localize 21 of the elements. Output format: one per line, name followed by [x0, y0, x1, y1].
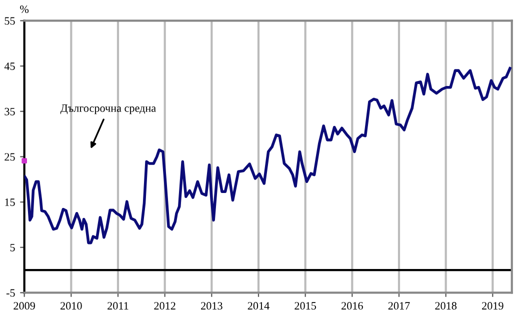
y-tick-label: 35: [4, 108, 15, 116]
x-tick-label: 2010: [60, 302, 82, 310]
x-tick-label: 2012: [154, 302, 176, 310]
annotation: Дългосрочна средна: [60, 104, 156, 114]
y-tick-label: 45: [4, 62, 15, 70]
x-tick-label: 2018: [435, 302, 457, 310]
x-tick-label: 2013: [201, 302, 222, 310]
x-tick-label: 2017: [388, 302, 410, 310]
y-tick-label: 25: [4, 153, 15, 161]
y-tick-label: 15: [5, 198, 15, 206]
x-tick-label: 2009: [14, 302, 35, 310]
x-tick-label: 2016: [342, 302, 363, 310]
x-tick-label: 2014: [248, 302, 270, 310]
y-axis-title: %: [20, 6, 29, 14]
x-tick-label: 2015: [294, 302, 316, 310]
x-tick-label: 2019: [482, 302, 504, 310]
y-tick-label: -5: [6, 289, 15, 297]
x-tick-label: 2011: [108, 302, 128, 310]
line-series: [24, 66, 512, 244]
y-tick-label: 55: [4, 17, 15, 25]
y-tick-label: 5: [10, 244, 15, 252]
